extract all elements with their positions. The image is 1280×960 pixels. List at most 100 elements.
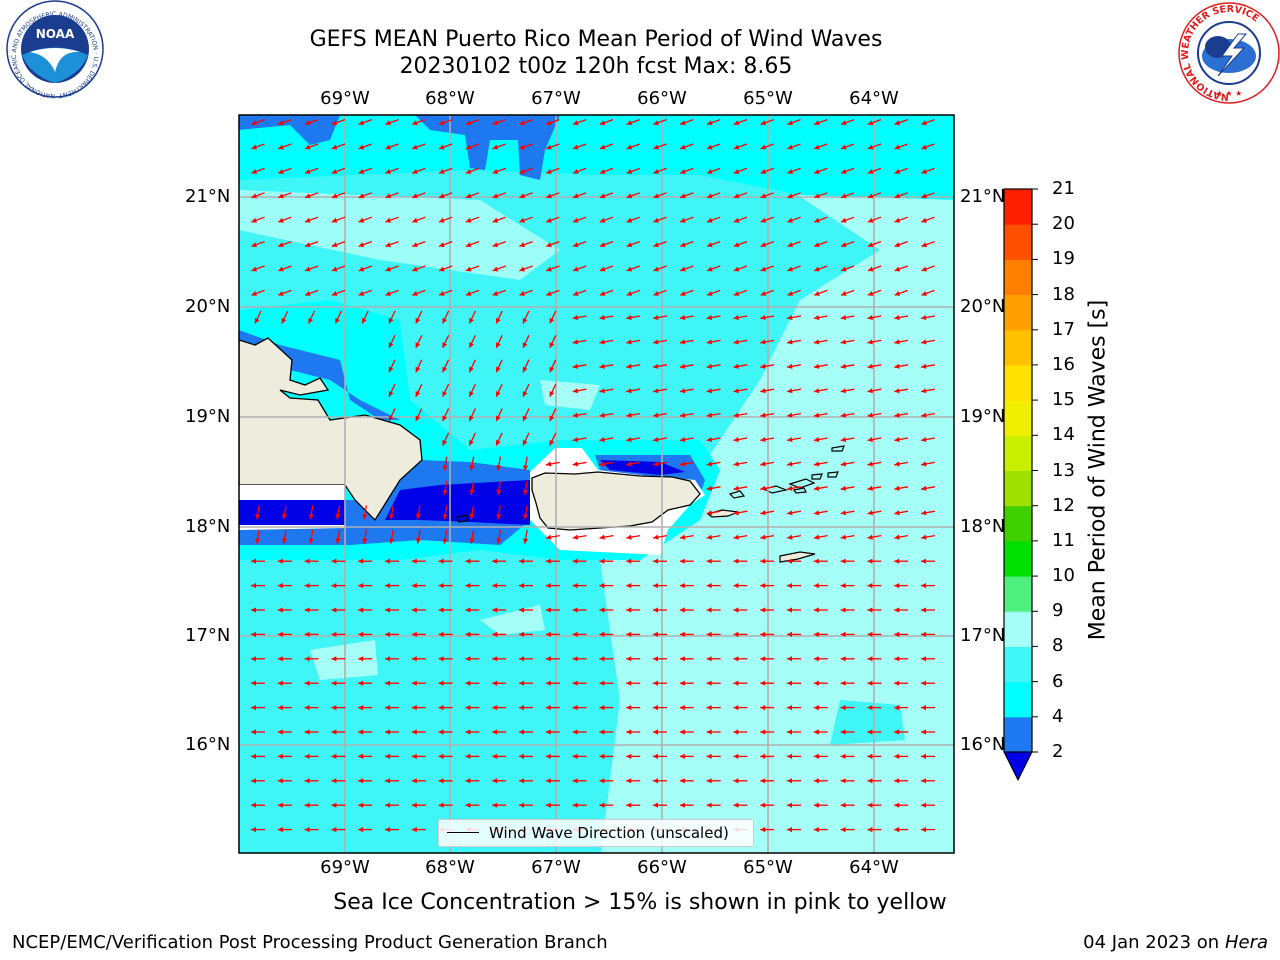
wave-direction-arrowhead — [304, 778, 310, 784]
lon-label-bottom: 64°W — [849, 857, 899, 878]
wave-direction-arrowhead — [411, 705, 417, 711]
wave-direction-arrowhead — [251, 631, 256, 637]
wave-direction-arrowhead — [787, 778, 792, 784]
noaa-logo-gull — [30, 48, 80, 72]
wave-direction-arrowhead — [787, 461, 793, 467]
colorbar-tick-label: 19 — [1052, 248, 1075, 270]
wave-direction-arrowhead — [572, 461, 579, 467]
wave-direction-arrowhead — [573, 266, 579, 272]
wave-direction-arrowhead — [787, 266, 793, 272]
run-date: 04 Jan 2023 on Hera — [1083, 932, 1268, 953]
wave-direction-arrowhead — [385, 144, 391, 150]
wave-direction-arrowhead — [733, 217, 740, 223]
wave-direction-arrowhead — [304, 631, 310, 637]
wave-direction-arrowhead — [894, 144, 901, 150]
wave-direction-arrowhead — [358, 144, 365, 150]
wave-direction-arrowhead — [251, 558, 256, 564]
wave-direction-arrowhead — [545, 558, 551, 564]
wave-direction-arrowhead — [653, 680, 658, 686]
wave-direction-arrowhead — [867, 705, 873, 711]
colorbar-segment — [1004, 224, 1032, 260]
wave-direction-arrowhead — [599, 607, 605, 613]
wave-direction-arrowhead — [255, 538, 261, 544]
wave-direction-arrowhead — [921, 583, 926, 589]
wave-direction-arrowhead — [760, 510, 766, 516]
wave-direction-arrowhead — [388, 415, 394, 422]
wave-direction-arrowhead — [626, 266, 633, 272]
wave-direction-arrowhead — [626, 291, 633, 296]
wave-direction-arrowhead — [921, 680, 926, 686]
wave-direction-arrowhead — [412, 120, 418, 126]
field-light-east — [600, 115, 954, 853]
wave-direction-arrowhead — [331, 680, 337, 686]
wave-direction-arrowhead — [519, 144, 525, 150]
wave-direction-arrowhead — [492, 607, 498, 613]
wave-direction-arrowhead — [679, 388, 686, 394]
wave-direction-arrowhead — [308, 317, 314, 324]
wave-direction-arrowhead — [626, 437, 632, 443]
wave-direction-arrowhead — [840, 437, 847, 443]
wave-direction-arrowhead — [706, 510, 713, 516]
wave-direction-arrowhead — [867, 631, 873, 637]
credit-line: NCEP/EMC/Verification Post Processing Pr… — [12, 932, 608, 953]
wave-direction-arrowhead — [841, 242, 847, 248]
wave-direction-arrowhead — [867, 193, 874, 199]
wave-direction-arrowhead — [492, 729, 498, 735]
wave-direction-arrowhead — [442, 489, 448, 495]
wave-direction-arrowhead — [680, 120, 686, 126]
wave-direction-arrowhead — [519, 802, 524, 808]
wave-direction-arrowhead — [362, 513, 368, 520]
wave-direction-arrowhead — [572, 388, 579, 394]
wave-direction-arrowhead — [894, 827, 900, 833]
wave-direction-arrowhead — [465, 193, 472, 199]
wave-direction-arrowhead — [680, 193, 686, 199]
wave-direction-arrowhead — [278, 217, 284, 223]
wave-direction-arrowhead — [653, 217, 659, 223]
wave-direction-arrowhead — [469, 513, 475, 520]
wave-direction-arrowhead — [653, 291, 659, 296]
wave-direction-arrowhead — [787, 656, 792, 662]
wave-direction-arrowhead — [706, 315, 713, 321]
wave-direction-arrowhead — [438, 680, 444, 686]
wave-direction-arrowhead — [733, 729, 739, 735]
wave-direction-arrowhead — [840, 485, 847, 491]
wave-direction-arrowhead — [787, 388, 793, 394]
wave-direction-arrowhead — [814, 242, 820, 248]
puerto-rico-land — [531, 471, 701, 531]
wave-direction-arrowhead — [254, 317, 260, 324]
wave-direction-arrowhead — [867, 339, 873, 345]
wave-direction-arrowhead — [706, 461, 713, 467]
wave-direction-arrowhead — [813, 680, 819, 686]
wave-direction-arrowhead — [867, 363, 873, 369]
wave-direction-arrowhead — [840, 607, 846, 613]
wave-direction-arrowhead — [814, 217, 820, 223]
wave-direction-arrowhead — [545, 778, 551, 784]
wave-direction-arrowhead — [385, 680, 390, 686]
wave-direction-arrowhead — [545, 656, 551, 662]
wave-direction-arrowhead — [840, 558, 846, 564]
wave-direction-arrowhead — [412, 266, 418, 272]
wave-direction-arrowhead — [277, 656, 283, 662]
wave-direction-arrowhead — [251, 705, 256, 711]
wave-direction-arrowhead — [733, 510, 739, 516]
wave-direction-arrowhead — [706, 412, 713, 418]
wave-direction-arrowhead — [415, 317, 421, 324]
wave-direction-arrowhead — [814, 291, 820, 296]
wave-direction-arrowhead — [278, 193, 284, 199]
wave-direction-arrowhead — [251, 729, 256, 735]
wave-direction-arrowhead — [439, 120, 445, 126]
map-title: GEFS MEAN Puerto Rico Mean Period of Win… — [309, 27, 883, 52]
wave-direction-arrowhead — [921, 217, 927, 223]
wave-direction-arrowhead — [894, 242, 901, 248]
wave-direction-arrowhead — [305, 169, 311, 174]
wave-direction-arrowhead — [496, 317, 501, 324]
wave-direction-arrowhead — [813, 778, 819, 784]
wave-direction-arrowhead — [415, 513, 421, 520]
wave-direction-arrowhead — [787, 169, 793, 174]
lat-label-right: 16°N — [960, 734, 1006, 755]
wave-direction-arrowhead — [358, 680, 364, 686]
wave-direction-arrowhead — [492, 778, 498, 784]
wave-direction-arrowhead — [519, 266, 525, 272]
wave-direction-arrowhead — [707, 120, 713, 126]
wave-direction-arrowhead — [496, 391, 501, 397]
